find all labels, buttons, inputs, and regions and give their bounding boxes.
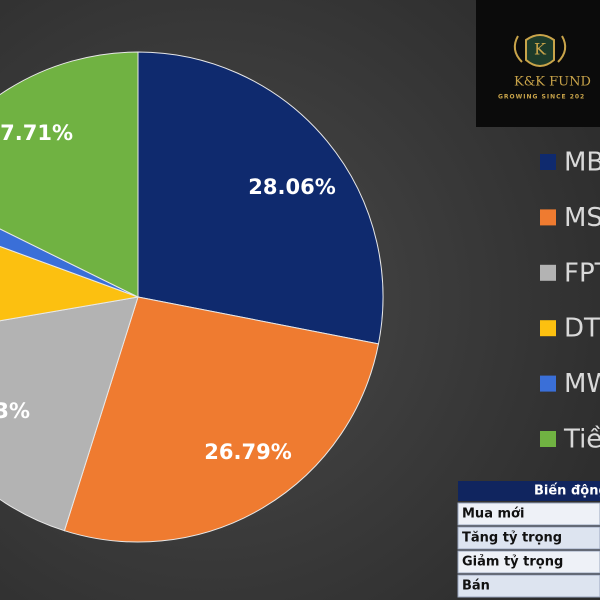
legend-swatch [540, 431, 556, 447]
table-row-text: Tăng tỷ trọng [462, 531, 562, 546]
logo: K K&K FUND GROWING SINCE 202 [476, 0, 600, 127]
pie-slice [63, 296, 380, 543]
legend-label: MS [564, 203, 600, 233]
data-label: 17.43% [0, 399, 30, 423]
legend-swatch [540, 209, 556, 226]
table-header [458, 481, 600, 501]
legend-label: Tiề [563, 425, 600, 455]
legend-label: FPT [564, 258, 600, 288]
pie-slice [0, 296, 139, 532]
legend-label: DT [564, 314, 600, 344]
pie-slice [0, 245, 140, 322]
pie: 28.06% 26.79% 17.43% 17.71% [0, 51, 384, 543]
pie-slice [137, 51, 384, 345]
table-row-text: Bán [462, 579, 490, 594]
legend-label: MB [564, 148, 600, 178]
table-row [457, 574, 600, 598]
table-header-text: Biến động [534, 484, 600, 499]
data-label: 17.71% [0, 121, 73, 145]
table-row [457, 502, 600, 526]
logo-mark: K [534, 40, 547, 59]
table-row [457, 550, 600, 574]
logo-shield [525, 34, 555, 67]
table-body: Mua mới Tăng tỷ trọng Giảm tỷ trọng Bán [457, 502, 600, 598]
data-label: 26.79% [204, 440, 291, 464]
legend-label: MW [564, 369, 600, 399]
logo-name: K&K FUND [514, 75, 591, 90]
legend-swatch [540, 375, 556, 392]
data-label: 28.06% [248, 175, 335, 199]
pie-slice [0, 51, 139, 298]
legend-swatch [540, 264, 556, 281]
table-row-text: Giảm tỷ trọng [462, 555, 563, 570]
legend-swatch [540, 320, 556, 337]
table-row [457, 526, 600, 550]
legend: MB MS FPT DT MW Tiề [540, 148, 600, 455]
logo-laurel [513, 35, 567, 63]
table: Biến động Mua mới Tăng tỷ trọng Giảm tỷ tr… [457, 481, 600, 598]
logo-tagline: GROWING SINCE 202 [498, 94, 585, 101]
table-row-text: Mua mới [462, 507, 524, 522]
legend-swatch [540, 154, 556, 170]
